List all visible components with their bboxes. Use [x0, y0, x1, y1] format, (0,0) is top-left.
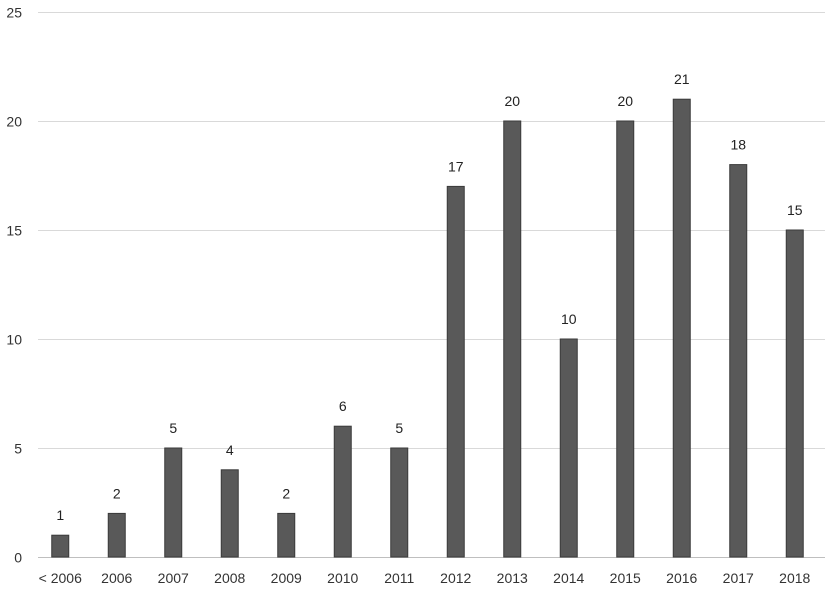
- data-label: 6: [339, 398, 347, 414]
- x-tick-label: 2008: [214, 570, 245, 586]
- bar: [559, 338, 578, 558]
- bar: [616, 120, 635, 558]
- bar: [503, 120, 522, 558]
- x-tick-label: 2007: [158, 570, 189, 586]
- x-tick-label: 2015: [610, 570, 641, 586]
- data-label: 15: [787, 202, 803, 218]
- y-axis-ticks: 0 5 10 15 20 25: [6, 5, 22, 566]
- bar: [729, 164, 748, 558]
- x-tick-label: 2006: [101, 570, 132, 586]
- y-tick-label: 25: [6, 5, 22, 21]
- bar: [672, 98, 691, 558]
- y-tick-label: 5: [14, 441, 22, 457]
- data-label: 4: [226, 442, 234, 458]
- y-tick-label: 15: [6, 223, 22, 239]
- data-label: 5: [395, 420, 403, 436]
- y-tick-label: 10: [6, 332, 22, 348]
- data-label: 1: [56, 507, 64, 523]
- x-tick-label: 2017: [723, 570, 754, 586]
- data-label: 20: [504, 93, 520, 109]
- data-label: 2: [282, 485, 290, 501]
- data-label: 20: [617, 93, 633, 109]
- bar: [51, 534, 70, 558]
- data-label: 18: [730, 137, 746, 153]
- x-axis-ticks: < 2006 2006 2007 2008 2009 2010 2011 2012 2013 20…: [39, 570, 811, 586]
- bar: [164, 447, 183, 558]
- x-tick-label: 2014: [553, 570, 584, 586]
- data-label: 10: [561, 311, 577, 327]
- bar: [446, 185, 465, 558]
- data-label: 17: [448, 158, 464, 174]
- y-tick-label: 20: [6, 114, 22, 130]
- x-tick-label: 2016: [666, 570, 697, 586]
- bars: [51, 98, 804, 558]
- x-tick-label: 2010: [327, 570, 358, 586]
- x-tick-label: 2012: [440, 570, 471, 586]
- bar: [785, 229, 804, 558]
- bar: [333, 425, 352, 558]
- x-tick-label: 2018: [779, 570, 810, 586]
- bar: [220, 469, 239, 558]
- data-label: 5: [169, 420, 177, 436]
- bar: [390, 447, 409, 558]
- data-labels: 1 2 5 4 2 6 5 17 20 10 20 21 18 15: [56, 71, 802, 523]
- data-label: 2: [113, 485, 121, 501]
- x-tick-label: 2013: [497, 570, 528, 586]
- bar: [277, 512, 296, 558]
- gridlines: [38, 12, 825, 558]
- bar: [107, 512, 126, 558]
- x-tick-label: 2009: [271, 570, 302, 586]
- x-tick-label: 2011: [384, 570, 414, 586]
- y-tick-label: 0: [14, 550, 22, 566]
- x-tick-label: < 2006: [39, 570, 82, 586]
- data-label: 21: [674, 71, 690, 87]
